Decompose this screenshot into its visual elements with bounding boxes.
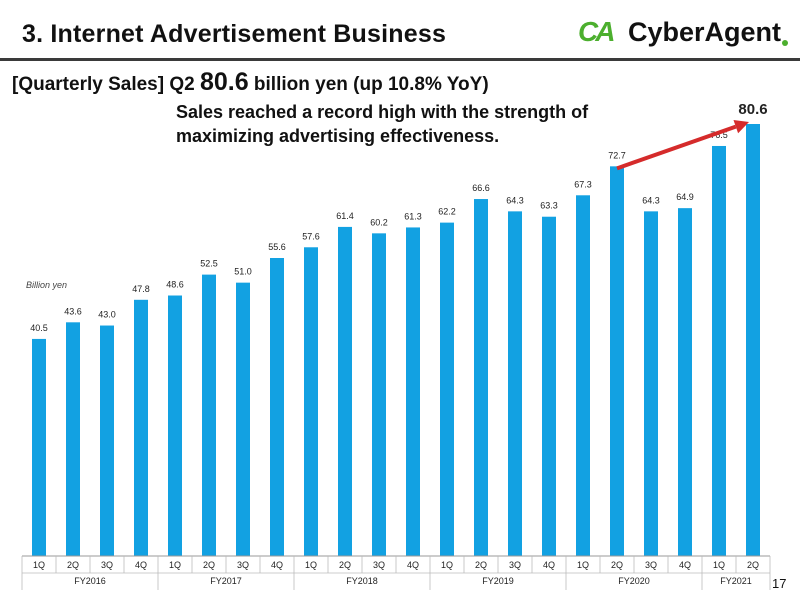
bar: [474, 199, 488, 557]
category-label: 2Q: [339, 560, 351, 570]
category-label: 3Q: [101, 560, 113, 570]
bar: [304, 247, 318, 556]
value-label: 61.4: [336, 211, 354, 221]
category-label: 1Q: [713, 560, 725, 570]
slide-title: 3. Internet Advertisement Business: [22, 20, 447, 48]
bar: [372, 233, 386, 556]
headline-value: 80.6: [199, 68, 249, 96]
bar: [644, 211, 658, 557]
arrow-head-icon: [733, 120, 749, 134]
page-number: 17: [772, 576, 787, 591]
bar: [32, 338, 46, 556]
value-label: 40.5: [30, 323, 48, 333]
category-label: 4Q: [135, 560, 147, 570]
category-label: 1Q: [169, 560, 181, 570]
value-label: 80.6: [738, 101, 767, 118]
logo-dot: [782, 40, 788, 46]
bar: [100, 325, 114, 556]
bar: [678, 208, 692, 556]
value-label: 57.6: [302, 231, 320, 241]
category-label: 2Q: [475, 560, 487, 570]
group-label: FY2018: [346, 576, 378, 586]
category-label: 2Q: [67, 560, 79, 570]
category-label: 3Q: [373, 560, 385, 570]
group-label: FY2019: [482, 576, 514, 586]
category-label: 1Q: [577, 560, 589, 570]
category-label: 3Q: [509, 560, 521, 570]
value-label: 64.9: [676, 192, 694, 202]
value-label: 43.6: [64, 306, 82, 316]
group-label: FY2021: [720, 576, 752, 586]
category-label: 4Q: [679, 560, 691, 570]
category-label: 3Q: [237, 560, 249, 570]
value-label: 48.6: [166, 280, 184, 290]
bar: [134, 299, 148, 556]
headline-prefix: [Quarterly Sales] Q2: [12, 74, 200, 95]
value-label: 47.8: [132, 284, 150, 294]
headline: [Quarterly Sales] Q2 80.6 billion yen (u…: [12, 68, 489, 97]
group-label: FY2016: [74, 576, 106, 586]
value-label: 60.2: [370, 217, 388, 227]
group-label: FY2017: [210, 576, 242, 586]
bar: [576, 195, 590, 557]
bar: [440, 222, 454, 556]
bar: [66, 322, 80, 556]
value-label: 64.3: [642, 195, 660, 205]
category-label: 1Q: [441, 560, 453, 570]
value-label: 76.5: [710, 130, 728, 140]
bars-group: [32, 124, 760, 557]
category-label: 3Q: [645, 560, 657, 570]
value-label: 66.6: [472, 183, 490, 193]
category-axis: 1Q 2Q 3Q 4Q 1Q 2Q 3Q 4Q 1Q 2Q 3Q 4Q 1Q 2Q 3Q 4Q 1Q 2Q 3Q 4Q…: [21, 555, 771, 590]
value-label: 63.3: [540, 201, 558, 211]
subheadline-line-1: Sales reached a record high with the str…: [176, 102, 589, 122]
headline-suffix: billion yen (up 10.8% YoY): [248, 74, 489, 95]
logo-wordmark: CyberAgent: [628, 17, 782, 47]
cyberagent-logo: CA CyberAgent: [578, 14, 790, 56]
value-label: 43.0: [98, 310, 116, 320]
bar: [406, 227, 420, 556]
bar: [542, 216, 556, 556]
bar: [338, 226, 352, 556]
bar: [508, 211, 522, 557]
subheadline-line-2: maximizing advertising effectiveness.: [176, 126, 500, 146]
category-label: 4Q: [407, 560, 419, 570]
logo-mark-icon: CA: [578, 16, 615, 47]
value-label: 51.0: [234, 267, 252, 277]
bar: [712, 145, 726, 557]
value-label: 64.3: [506, 195, 524, 205]
growth-arrow: [616, 120, 749, 171]
category-label: 4Q: [271, 560, 283, 570]
category-label: 2Q: [611, 560, 623, 570]
value-label: 52.5: [200, 259, 218, 269]
value-label: 55.6: [268, 242, 286, 252]
value-label: 61.3: [404, 211, 422, 221]
bar: [270, 258, 284, 556]
category-label: 2Q: [747, 560, 759, 570]
category-label: 1Q: [33, 560, 45, 570]
bar: [746, 124, 760, 556]
bar: [610, 166, 624, 556]
arrow-shaft: [616, 124, 737, 171]
bar: [236, 282, 250, 556]
group-label: FY2020: [618, 576, 650, 586]
value-label: 62.2: [438, 207, 456, 217]
bar: [202, 274, 216, 556]
category-label: 2Q: [203, 560, 215, 570]
value-label: 67.3: [574, 179, 592, 189]
subheadline: Sales reached a record high with the str…: [176, 100, 588, 148]
title-divider: [0, 58, 800, 61]
category-label: 4Q: [543, 560, 555, 570]
unit-label: Billion yen: [26, 280, 67, 290]
category-label: 1Q: [305, 560, 317, 570]
value-labels-group: 40.5 43.6 43.0 47.8 48.6 52.5 51.0 55.6 57.6 61.4…: [30, 101, 767, 333]
bar: [168, 295, 182, 556]
value-label: 72.7: [608, 150, 626, 160]
